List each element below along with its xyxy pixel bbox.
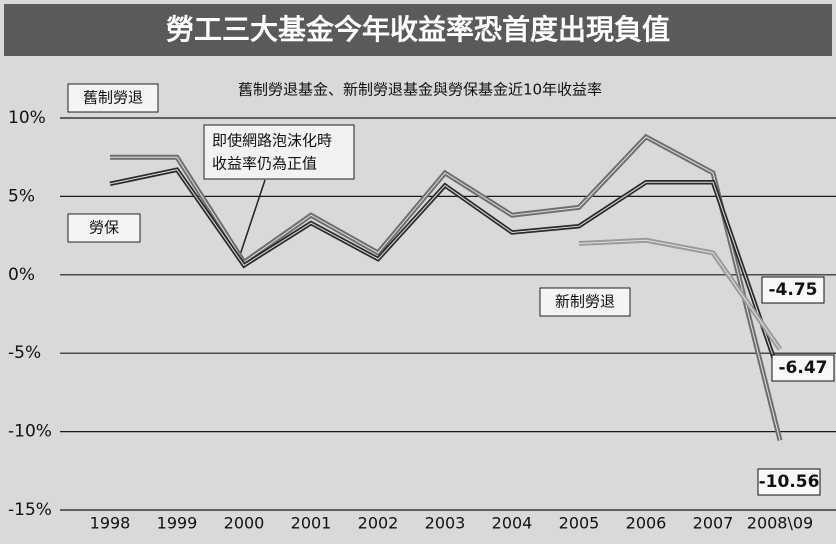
x-tick-label: 2004 [492, 514, 533, 533]
y-tick-label: -5% [8, 343, 41, 363]
x-tick-label: 2005 [559, 514, 600, 533]
y-tick-label: 10% [8, 108, 46, 128]
annotation: 收益率仍為正值 [212, 155, 317, 173]
x-tick-label: 2002 [358, 514, 399, 533]
series-label: 新制勞退 [555, 293, 615, 311]
chart-subtitle: 舊制勞退基金、新制勞退基金與勞保基金近10年收益率 [238, 81, 602, 99]
x-tick-label: 1999 [157, 514, 198, 533]
series-line-core [110, 170, 780, 377]
y-tick-label: -10% [8, 422, 52, 442]
x-tick-label: 1998 [90, 514, 131, 533]
annotation-pointer [240, 180, 265, 255]
series-line [110, 170, 780, 377]
series-label: 勞保 [89, 219, 119, 237]
x-tick-label: 2001 [291, 514, 332, 533]
chart: 勞工三大基金今年收益率恐首度出現負值 舊制勞退基金、新制勞退基金與勞保基金近10… [0, 0, 836, 544]
x-tick-label: 2000 [224, 514, 265, 533]
x-tick-label: 2006 [626, 514, 667, 533]
chart-title: 勞工三大基金今年收益率恐首度出現負值 [166, 13, 670, 46]
value-label: -6.47 [779, 358, 828, 378]
value-label: -10.56 [759, 472, 820, 492]
value-label: -4.75 [769, 280, 818, 300]
annotation: 即使網路泡沫化時 [212, 132, 332, 150]
y-tick-label: 5% [8, 186, 35, 206]
y-tick-label: -15% [8, 500, 52, 520]
x-tick-label: 2008\09 [747, 514, 813, 533]
x-tick-label: 2007 [693, 514, 734, 533]
series-label: 舊制勞退 [83, 89, 143, 107]
x-tick-label: 2003 [425, 514, 466, 533]
y-tick-label: 0% [8, 265, 35, 285]
